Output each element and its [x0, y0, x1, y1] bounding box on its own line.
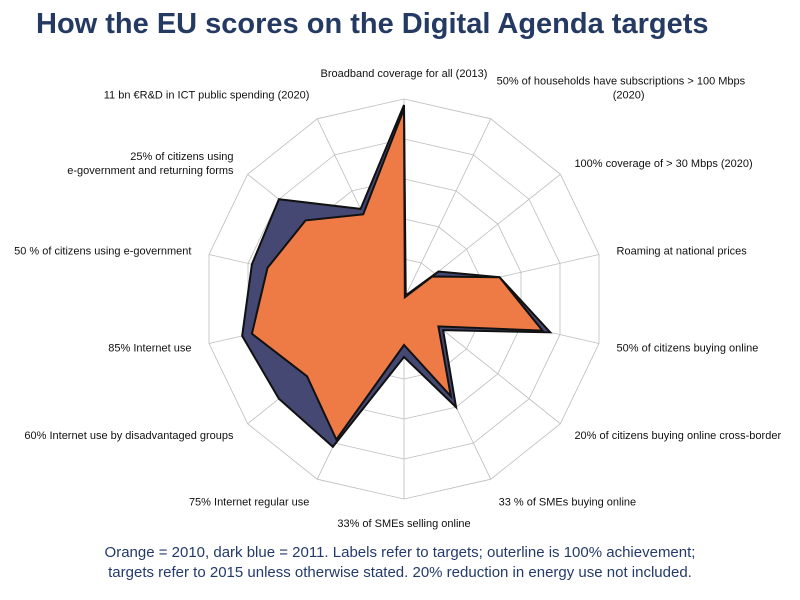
axis-label: 60% Internet use by disadvantaged groups: [24, 430, 234, 442]
axis-label-line: (2020): [613, 90, 645, 102]
axis-label: 50 % of citizens using e-government: [14, 245, 191, 257]
axis-label-line: 60% Internet use by disadvantaged groups: [24, 430, 234, 442]
axis-label-line: Broadband coverage for all (2013): [321, 68, 488, 80]
axis-label-line: 50% of households have subscriptions > 1…: [497, 76, 746, 88]
caption-line-1: Orange = 2010, dark blue = 2011. Labels …: [104, 544, 696, 561]
grid-spoke: [403, 118, 492, 300]
axis-label: 75% Internet regular use: [189, 496, 309, 508]
series-2010-area: [250, 108, 545, 442]
axis-label: Broadband coverage for all (2013): [321, 68, 488, 80]
axis-label-line: 75% Internet regular use: [189, 496, 309, 508]
axis-label: 50% of citizens buying online: [617, 343, 759, 355]
axis-label-line: 33 % of SMEs buying online: [499, 496, 637, 508]
axis-label: 11 bn €R&D in ICT public spending (2020): [104, 90, 310, 102]
axis-label: Roaming at national prices: [617, 245, 748, 257]
axis-label: 50% of households have subscriptions > 1…: [497, 76, 746, 102]
axis-label-line: 50% of citizens buying online: [617, 343, 759, 355]
axis-label-line: 100% coverage of > 30 Mbps (2020): [574, 158, 752, 170]
axis-label-line: 20% of citizens buying online cross-bord…: [574, 430, 781, 442]
axis-label-line: 11 bn €R&D in ICT public spending (2020): [104, 90, 310, 102]
axis-label-line: Roaming at national prices: [617, 245, 748, 257]
axis-label: 20% of citizens buying online cross-bord…: [574, 430, 781, 442]
axis-label: 33 % of SMEs buying online: [499, 496, 637, 508]
axis-label-line: 33% of SMEs selling online: [337, 518, 470, 530]
axis-label: 85% Internet use: [108, 343, 191, 355]
chart-title: How the EU scores on the Digital Agenda …: [36, 8, 709, 40]
chart-caption: Orange = 2010, dark blue = 2011. Labels …: [0, 543, 800, 583]
axis-label: 100% coverage of > 30 Mbps (2020): [574, 158, 752, 170]
axis-labels: Broadband coverage for all (2013) 50% of …: [14, 68, 781, 530]
axis-label: 25% of citizens using e-government and re…: [67, 151, 234, 177]
axis-label-line: e-government and returning forms: [67, 165, 234, 177]
axis-label-line: 25% of citizens using: [130, 151, 233, 163]
axis-label-line: 85% Internet use: [108, 343, 191, 355]
axis-label-line: 50 % of citizens using e-government: [14, 245, 191, 257]
series-layer: [241, 104, 553, 449]
axis-label: 33% of SMEs selling online: [337, 518, 470, 530]
caption-line-2: targets refer to 2015 unless otherwise s…: [108, 564, 692, 581]
